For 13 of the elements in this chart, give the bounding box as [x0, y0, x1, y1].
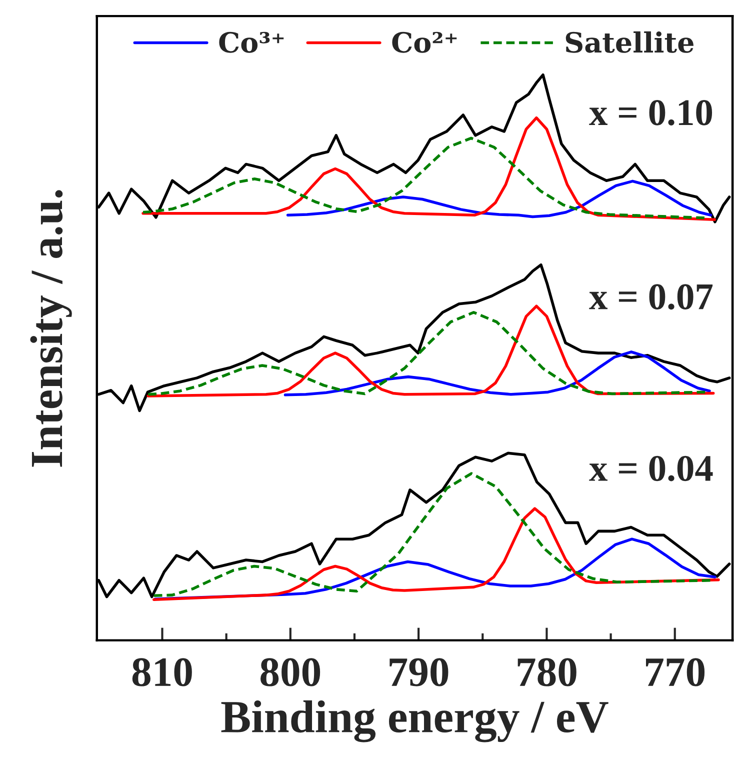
y-axis-title: Intensity / a.u.	[30, 190, 72, 467]
x-tick-label: 780	[518, 658, 576, 686]
x-axis-title: Binding energy / eV	[221, 700, 608, 742]
x-tick-label: 800	[260, 658, 320, 686]
annotation: x = 0.10	[589, 100, 712, 126]
x-tick-label: 790	[390, 658, 448, 686]
annotation: x = 0.07	[589, 284, 713, 310]
legend-label: Co³⁺	[219, 32, 284, 53]
x-tick-label: 770	[646, 658, 705, 686]
x-tick-label: 810	[132, 658, 192, 686]
annotation: x = 0.04	[589, 456, 713, 482]
legend-label: Co²⁺	[392, 32, 457, 53]
legend-label: Satellite	[566, 31, 694, 53]
